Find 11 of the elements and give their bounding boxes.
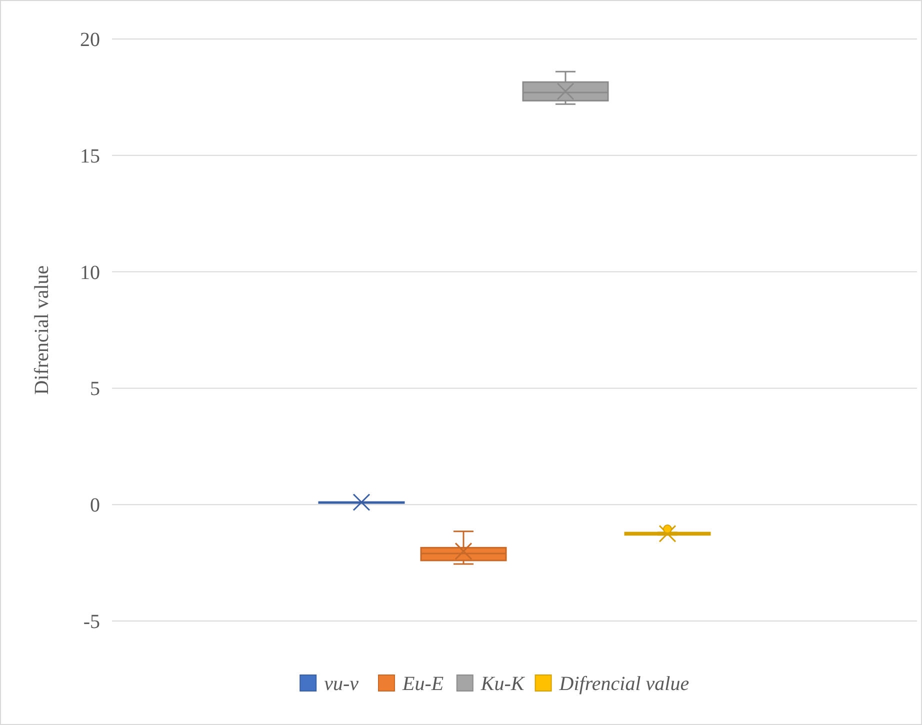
y-tick-label: 10 [80, 262, 100, 284]
y-tick-label: 20 [80, 29, 100, 51]
y-tick-label: 0 [90, 494, 100, 517]
y-tick-label: 5 [90, 378, 100, 400]
y-tick-label: 15 [80, 145, 100, 168]
legend-label: Difrencial value [558, 673, 690, 695]
legend-label: vu-v [324, 673, 359, 695]
legend-label: Ku-K [480, 673, 526, 695]
legend-label: Eu-E [402, 673, 444, 695]
y-tick-label: -5 [83, 611, 100, 633]
y-axis-title: Difrencial value [31, 265, 53, 395]
